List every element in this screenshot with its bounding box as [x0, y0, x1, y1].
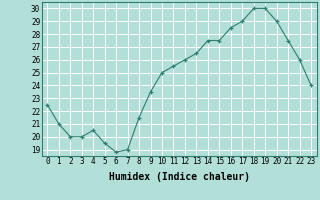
X-axis label: Humidex (Indice chaleur): Humidex (Indice chaleur)	[109, 172, 250, 182]
